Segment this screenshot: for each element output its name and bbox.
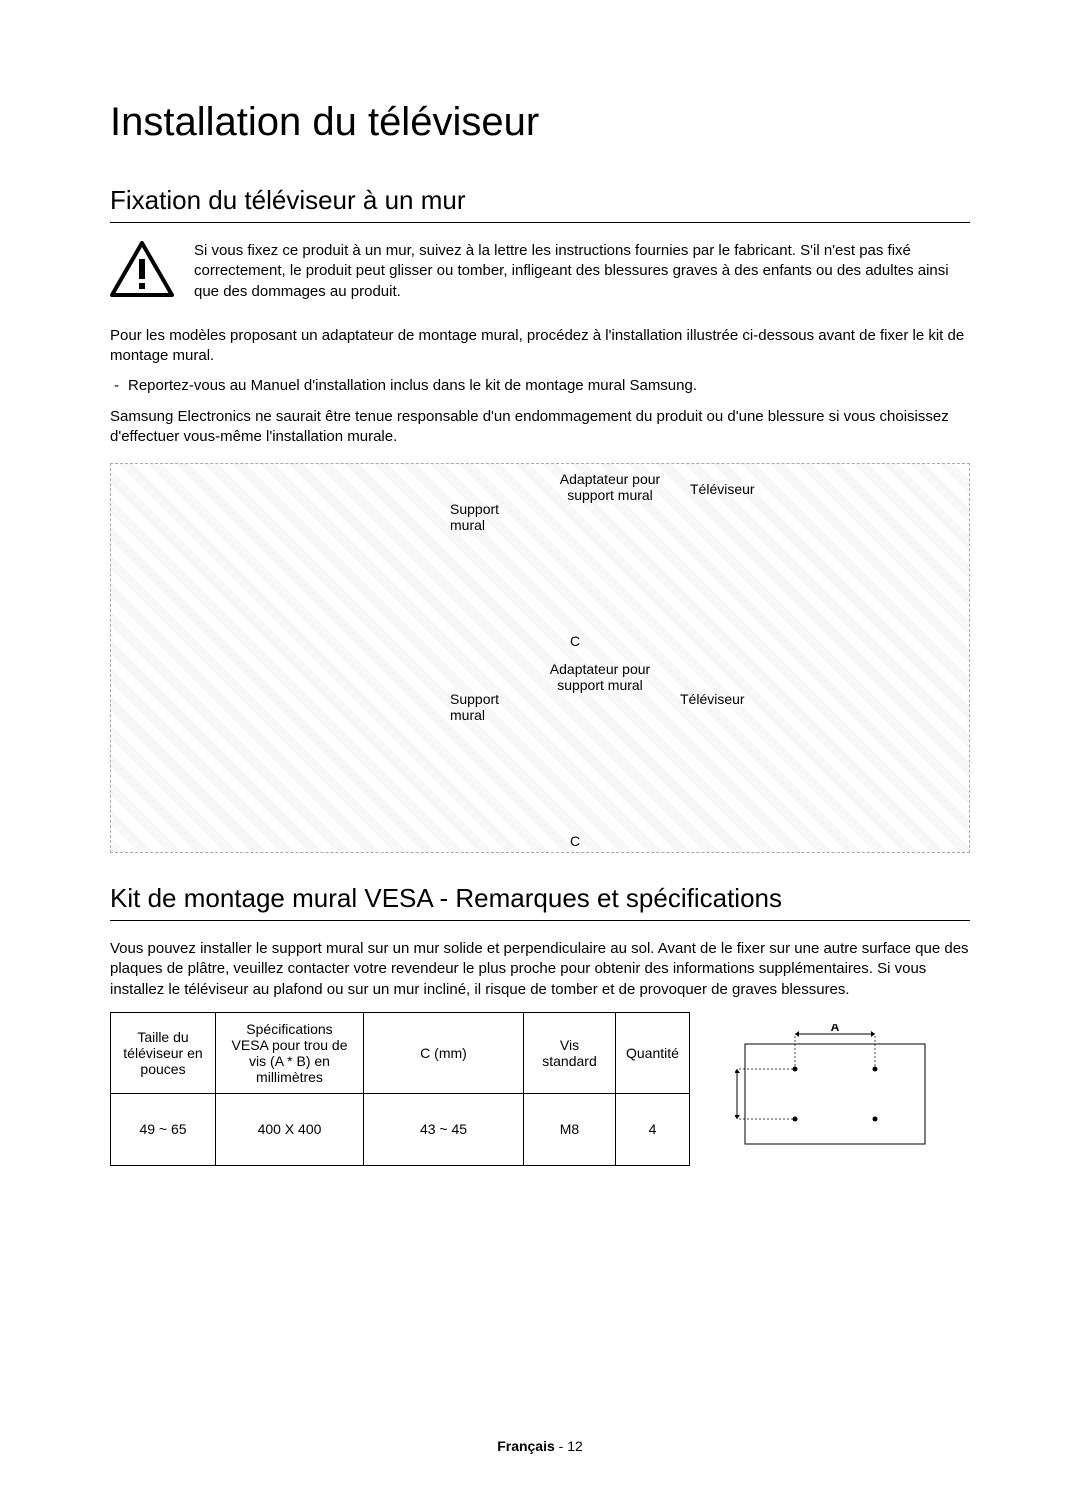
th-vesa: Spécifications VESA pour trou de vis (A … <box>216 1012 364 1093</box>
th-qty: Quantité <box>616 1012 690 1093</box>
table-header-row: Taille du téléviseur en pouces Spécifica… <box>111 1012 690 1093</box>
td-vesa: 400 X 400 <box>216 1093 364 1165</box>
td-qty: 4 <box>616 1093 690 1165</box>
td-c: 43 ~ 45 <box>364 1093 524 1165</box>
spec-wrap: Taille du téléviseur en pouces Spécifica… <box>110 1012 970 1166</box>
table-row: 49 ~ 65 400 X 400 43 ~ 45 M8 4 <box>111 1093 690 1165</box>
mounting-diagram: Support mural Adaptateur pour support mu… <box>110 463 970 853</box>
diagram-illustration-placeholder <box>110 463 970 853</box>
label-support-mural-2: Support mural <box>450 691 520 723</box>
th-size: Taille du téléviseur en pouces <box>111 1012 216 1093</box>
section-heading-vesa: Kit de montage mural VESA - Remarques et… <box>110 883 970 921</box>
label-adapter-2: Adaptateur pour support mural <box>530 661 670 693</box>
vesa-spec-table: Taille du téléviseur en pouces Spécifica… <box>110 1012 690 1166</box>
page-title: Installation du téléviseur <box>110 100 970 145</box>
label-support-mural-1: Support mural <box>450 501 520 533</box>
footer-language: Français <box>497 1438 555 1454</box>
liability-paragraph: Samsung Electronics ne saurait être tenu… <box>110 407 970 448</box>
label-tv-1: Téléviseur <box>690 481 755 497</box>
label-c-1: C <box>570 633 580 649</box>
manual-bullet: Reportez-vous au Manuel d'installation i… <box>110 376 970 396</box>
page-footer: Français - 12 <box>0 1438 1080 1454</box>
adapter-paragraph: Pour les modèles proposant un adaptateur… <box>110 326 970 367</box>
td-size: 49 ~ 65 <box>111 1093 216 1165</box>
warning-text: Si vous fixez ce produit à un mur, suive… <box>194 241 970 302</box>
label-adapter-1: Adaptateur pour support mural <box>540 471 680 503</box>
label-c-2: C <box>570 833 580 849</box>
warning-block: Si vous fixez ce produit à un mur, suive… <box>110 241 970 312</box>
th-c: C (mm) <box>364 1012 524 1093</box>
footer-page-number: 12 <box>567 1438 583 1454</box>
label-tv-2: Téléviseur <box>680 691 745 707</box>
sketch-label-a: A <box>831 1024 840 1034</box>
vesa-paragraph: Vous pouvez installer le support mural s… <box>110 939 970 1000</box>
warning-icon <box>110 241 174 302</box>
th-screw: Vis standard <box>524 1012 616 1093</box>
td-screw: M8 <box>524 1093 616 1165</box>
tv-back-sketch: A B <box>700 1012 970 1166</box>
section-heading-fixation: Fixation du téléviseur à un mur <box>110 185 970 223</box>
footer-separator: - <box>555 1438 567 1454</box>
